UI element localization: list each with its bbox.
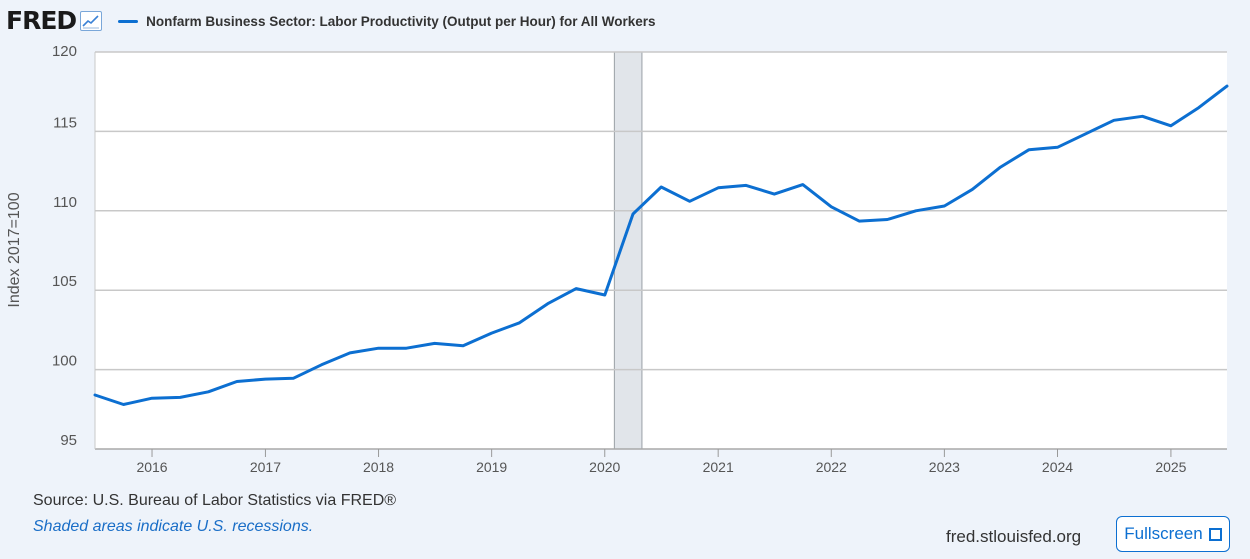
fullscreen-label: Fullscreen — [1124, 524, 1203, 543]
series-line — [93, 84, 1229, 406]
x-tick-label: 2018 — [363, 459, 394, 475]
legend-series-label: Nonfarm Business Sector: Labor Productiv… — [146, 13, 656, 29]
fullscreen-button[interactable]: Fullscreen — [1116, 516, 1230, 552]
y-tick-label: 115 — [53, 114, 77, 131]
x-tick-label: 2021 — [703, 459, 734, 475]
legend-swatch — [118, 19, 139, 23]
x-tick-label: 2023 — [929, 459, 960, 475]
line-graph-icon[interactable] — [80, 11, 103, 31]
recession-note: Shaded areas indicate U.S. recessions. — [33, 518, 314, 535]
y-tick-label: 110 — [53, 194, 77, 211]
site-url[interactable]: fred.stlouisfed.org — [946, 527, 1082, 546]
x-tick-label: 2016 — [136, 459, 167, 475]
source-text: Source: U.S. Bureau of Labor Statistics … — [33, 492, 397, 509]
plot-area — [95, 52, 1227, 449]
chart-header: FRED Nonfarm Business Sector: Labor Prod… — [6, 6, 655, 36]
line-chart: 95 100 105 110 115 120 2016 2017 2018 2019 2020 202… — [52, 43, 1229, 475]
x-tick-label: 2020 — [589, 459, 620, 475]
x-tick-label: 2019 — [476, 459, 507, 475]
x-tick-label: 2025 — [1155, 459, 1186, 475]
y-tick-label: 105 — [52, 273, 77, 290]
fullscreen-icon — [1208, 527, 1222, 541]
y-tick-label: 95 — [60, 432, 77, 449]
x-tick-label: 2017 — [250, 459, 281, 475]
x-tick-label: 2022 — [816, 459, 847, 475]
y-tick-label: 120 — [52, 43, 77, 60]
chart-legend: Nonfarm Business Sector: Labor Productiv… — [118, 14, 655, 29]
y-axis-label: Index 2017=100 — [6, 192, 23, 308]
y-tick-label: 100 — [52, 353, 77, 370]
x-tick-label: 2024 — [1042, 459, 1073, 475]
recession-shade — [614, 52, 642, 449]
fred-logo[interactable]: FRED — [6, 6, 77, 35]
